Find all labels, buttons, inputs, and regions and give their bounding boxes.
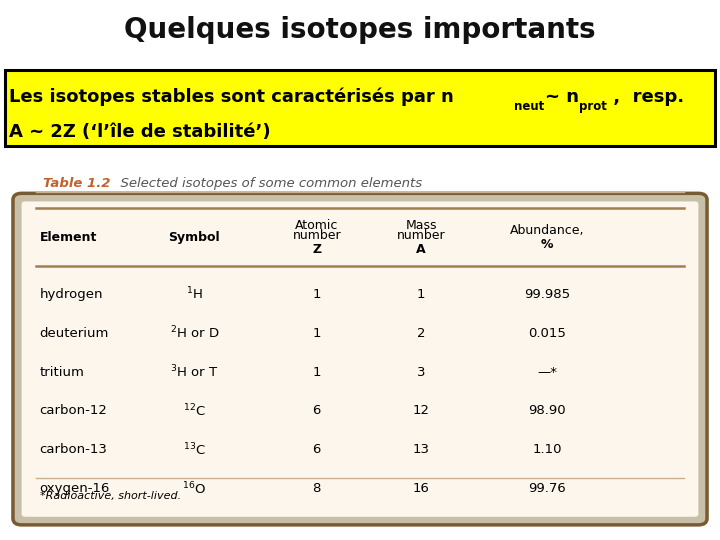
- Text: carbon-13: carbon-13: [40, 443, 107, 456]
- FancyBboxPatch shape: [22, 201, 698, 517]
- Text: %: %: [541, 238, 554, 251]
- Text: Selected isotopes of some common elements: Selected isotopes of some common element…: [112, 177, 422, 190]
- Text: Quelques isotopes importants: Quelques isotopes importants: [124, 16, 596, 44]
- Text: ,  resp.: , resp.: [607, 88, 684, 106]
- Text: Les isotopes stables sont caractérisés par n: Les isotopes stables sont caractérisés p…: [9, 88, 454, 106]
- Text: 1: 1: [312, 327, 321, 340]
- FancyBboxPatch shape: [13, 193, 707, 525]
- Text: —*: —*: [537, 366, 557, 379]
- Text: 6: 6: [312, 404, 321, 417]
- Text: 99.985: 99.985: [524, 288, 570, 301]
- Text: 13: 13: [413, 443, 430, 456]
- Text: neut: neut: [514, 100, 544, 113]
- Text: tritium: tritium: [40, 366, 84, 379]
- Text: $^{13}$C: $^{13}$C: [183, 442, 206, 458]
- Text: deuterium: deuterium: [40, 327, 109, 340]
- Text: 12: 12: [413, 404, 430, 417]
- Text: Abundance,: Abundance,: [510, 224, 585, 237]
- Text: 1: 1: [312, 366, 321, 379]
- Text: 1.10: 1.10: [533, 443, 562, 456]
- Text: 1: 1: [417, 288, 426, 301]
- Text: $^{2}$H or D: $^{2}$H or D: [169, 325, 220, 341]
- Text: number: number: [397, 229, 446, 242]
- Text: $^{3}$H or T: $^{3}$H or T: [170, 364, 219, 380]
- Text: 16: 16: [413, 482, 430, 495]
- Text: hydrogen: hydrogen: [40, 288, 103, 301]
- Text: Atomic: Atomic: [295, 219, 338, 232]
- Text: Table 1.2: Table 1.2: [43, 177, 111, 190]
- Text: ~ n: ~ n: [545, 88, 579, 106]
- Text: 3: 3: [417, 366, 426, 379]
- Text: 99.76: 99.76: [528, 482, 566, 495]
- Text: 8: 8: [312, 482, 321, 495]
- Text: 2: 2: [417, 327, 426, 340]
- Text: 6: 6: [312, 443, 321, 456]
- Text: 0.015: 0.015: [528, 327, 566, 340]
- Text: $^{1}$H: $^{1}$H: [186, 286, 203, 302]
- Text: Symbol: Symbol: [168, 231, 220, 244]
- Text: *Radioactive, short-lived.: *Radioactive, short-lived.: [40, 491, 181, 501]
- FancyBboxPatch shape: [5, 70, 715, 146]
- Text: Z: Z: [312, 243, 321, 256]
- Text: A: A: [416, 243, 426, 256]
- Text: 98.90: 98.90: [528, 404, 566, 417]
- Text: oxygen-16: oxygen-16: [40, 482, 110, 495]
- Text: Mass: Mass: [405, 219, 437, 232]
- Text: $^{16}$O: $^{16}$O: [182, 481, 207, 497]
- Text: 1: 1: [312, 288, 321, 301]
- Text: prot: prot: [579, 100, 607, 113]
- Text: $^{12}$C: $^{12}$C: [183, 403, 206, 419]
- Text: A ~ 2Z (‘l’île de stabilité’): A ~ 2Z (‘l’île de stabilité’): [9, 123, 271, 141]
- Text: Element: Element: [40, 231, 97, 244]
- Text: carbon-12: carbon-12: [40, 404, 107, 417]
- Text: number: number: [292, 229, 341, 242]
